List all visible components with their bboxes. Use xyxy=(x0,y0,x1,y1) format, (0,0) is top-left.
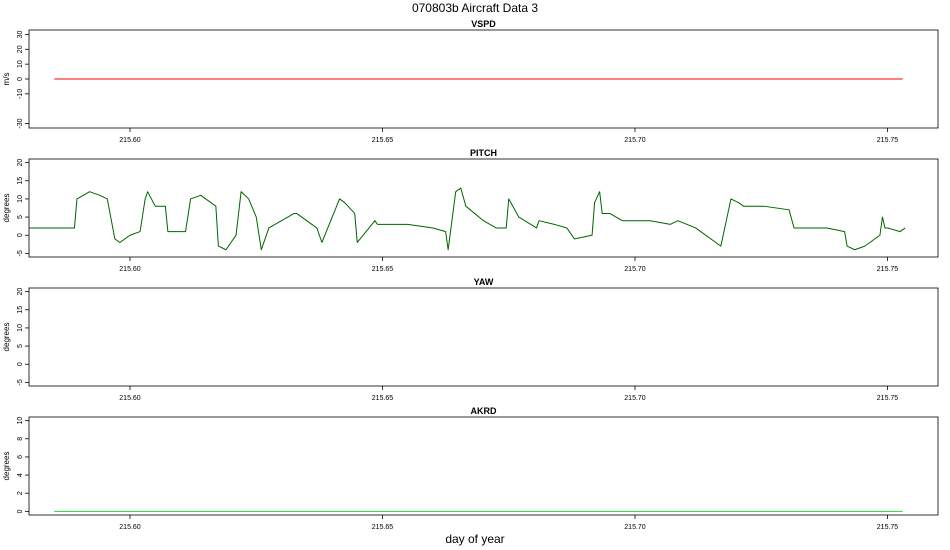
y-tick-label: 6 xyxy=(17,455,24,459)
x-tick-label: 215.70 xyxy=(624,524,646,531)
y-tick-label: 30 xyxy=(17,30,24,38)
panel-title: VSPD xyxy=(471,19,496,29)
panel-title: AKRD xyxy=(471,406,497,416)
x-tick-label: 215.65 xyxy=(372,137,394,144)
x-tick-label: 215.75 xyxy=(877,524,899,531)
y-axis-label: degrees xyxy=(2,323,11,352)
x-tick-label: 215.75 xyxy=(877,266,899,273)
y-tick-label: -10 xyxy=(17,89,24,99)
y-tick-label: 2 xyxy=(17,491,24,495)
x-tick-label: 215.65 xyxy=(372,395,394,402)
figure-title: 070803b Aircraft Data 3 xyxy=(412,1,538,15)
y-tick-label: -5 xyxy=(17,379,24,385)
plot-frame xyxy=(28,158,939,258)
panel-vspd: VSPD m/s -30 -10 0 10 20 30 215.60 215.65 215.70 21… xyxy=(2,19,939,144)
panel-title: YAW xyxy=(474,277,494,287)
x-axis-label: day of year xyxy=(445,532,504,546)
x-tick-label: 215.75 xyxy=(877,395,899,402)
y-tick-label: 20 xyxy=(17,159,24,167)
panel-pitch: PITCH degrees -5 0 5 10 15 20 215.60 215.65 215.70… xyxy=(2,148,939,273)
y-tick-label: 5 xyxy=(17,344,24,348)
y-axis-label: m/s xyxy=(2,73,11,86)
y-tick-label: 5 xyxy=(17,215,24,219)
y-tick-label: 15 xyxy=(17,177,24,185)
panel-yaw: YAW degrees -5 0 5 10 15 20 215.60 215.65 215.70 21… xyxy=(2,277,939,402)
x-tick-label: 215.60 xyxy=(119,395,141,402)
plot-frame xyxy=(28,416,939,516)
y-tick-label: 10 xyxy=(17,324,24,332)
x-tick-label: 215.60 xyxy=(119,524,141,531)
y-tick-label: 10 xyxy=(17,60,24,68)
plot-frame xyxy=(28,287,939,387)
y-axis-label: degrees xyxy=(2,194,11,223)
panel-title: PITCH xyxy=(470,148,497,158)
y-tick-label: -5 xyxy=(17,250,24,256)
panel-akrd: AKRD degrees 0 2 4 6 8 10 215.60 215.65 215.70 215.… xyxy=(2,406,939,531)
y-tick-label: 0 xyxy=(17,509,24,513)
y-axis-label: degrees xyxy=(2,452,11,481)
y-tick-label: -30 xyxy=(17,118,24,128)
y-tick-label: 20 xyxy=(17,288,24,296)
x-tick-label: 215.70 xyxy=(624,266,646,273)
x-tick-label: 215.75 xyxy=(877,137,899,144)
y-tick-label: 20 xyxy=(17,45,24,53)
y-tick-label: 10 xyxy=(17,417,24,425)
x-tick-label: 215.65 xyxy=(372,524,394,531)
x-tick-label: 215.70 xyxy=(624,395,646,402)
y-tick-label: 0 xyxy=(17,233,24,237)
x-tick-label: 215.60 xyxy=(119,266,141,273)
y-tick-label: 4 xyxy=(17,473,24,477)
series-line-pitch xyxy=(29,187,906,251)
y-tick-label: 15 xyxy=(17,306,24,314)
y-tick-label: 8 xyxy=(17,437,24,441)
x-tick-label: 215.60 xyxy=(119,137,141,144)
y-tick-label: 10 xyxy=(17,195,24,203)
y-tick-label: 0 xyxy=(17,362,24,366)
y-tick-label: 0 xyxy=(17,77,24,81)
x-tick-label: 215.65 xyxy=(372,266,394,273)
x-tick-label: 215.70 xyxy=(624,137,646,144)
